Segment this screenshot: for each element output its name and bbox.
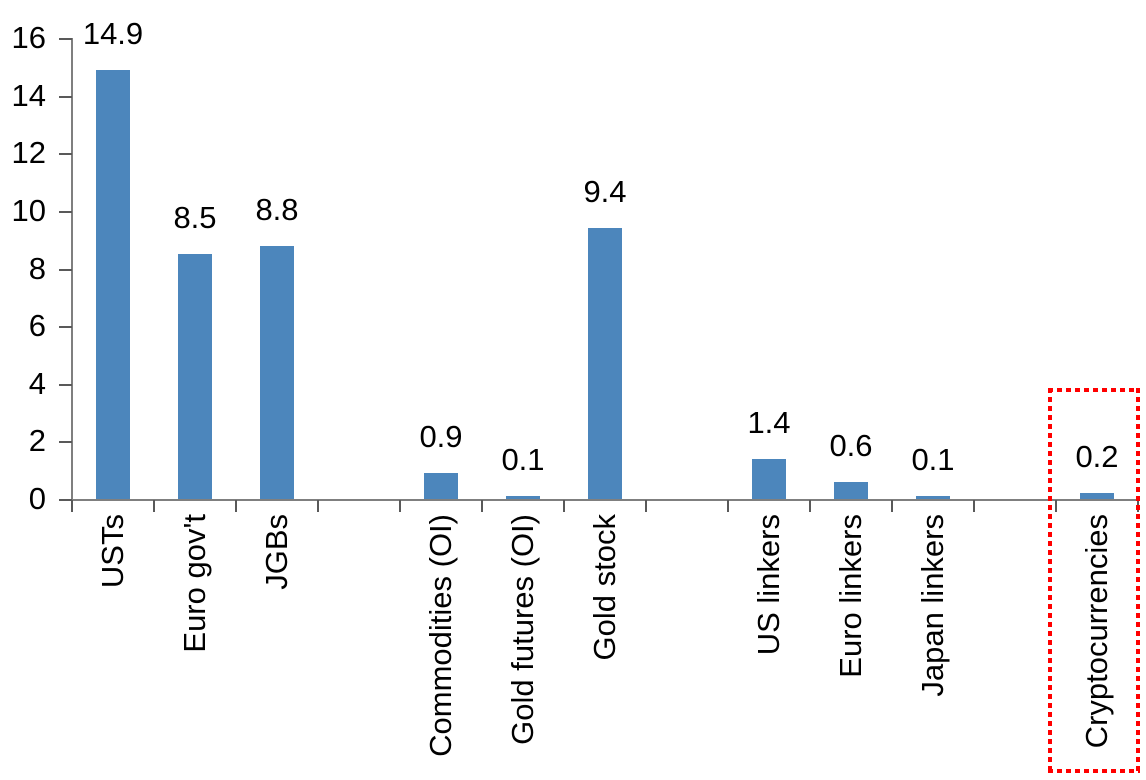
y-axis-tick-label: 16 bbox=[11, 20, 46, 56]
x-axis-tick bbox=[563, 500, 565, 512]
highlight-box bbox=[1048, 388, 1140, 773]
bar-value-label: 9.4 bbox=[583, 174, 627, 210]
y-axis-line bbox=[71, 38, 73, 500]
bar-value-label: 0.1 bbox=[501, 442, 545, 478]
x-axis-tick bbox=[645, 500, 647, 512]
bar bbox=[506, 496, 540, 499]
bar bbox=[96, 69, 130, 499]
x-axis-category-label: US linkers bbox=[751, 514, 786, 656]
bar-value-label: 14.9 bbox=[82, 15, 144, 51]
bar bbox=[260, 245, 294, 499]
y-axis-tick-label: 14 bbox=[11, 77, 46, 113]
y-axis-tick bbox=[59, 499, 72, 501]
x-axis-category-label: Euro linkers bbox=[833, 514, 868, 678]
x-axis-category-label: Japan linkers bbox=[915, 514, 950, 697]
bar bbox=[752, 458, 786, 499]
x-axis-tick bbox=[153, 500, 155, 512]
y-axis-tick bbox=[59, 153, 72, 156]
x-axis-tick bbox=[727, 500, 729, 512]
x-axis-category-label: Gold futures (OI) bbox=[505, 514, 540, 745]
bar bbox=[834, 481, 868, 499]
y-axis-tick bbox=[59, 326, 72, 329]
x-axis-tick bbox=[235, 500, 237, 512]
y-axis-tick bbox=[59, 441, 72, 444]
y-axis-tick-label: 12 bbox=[11, 135, 46, 171]
y-axis-tick bbox=[59, 211, 72, 213]
y-axis-tick bbox=[59, 38, 72, 41]
y-axis-tick-label: 10 bbox=[11, 193, 46, 228]
bar-value-label: 8.8 bbox=[255, 191, 299, 227]
bar bbox=[178, 254, 212, 499]
y-axis-tick bbox=[59, 383, 72, 386]
x-axis-tick bbox=[481, 500, 483, 512]
bar-value-label: 0.9 bbox=[419, 419, 463, 455]
x-axis-tick bbox=[317, 500, 319, 512]
bar-value-label: 0.1 bbox=[911, 442, 955, 478]
bar-value-label: 8.5 bbox=[173, 200, 217, 236]
y-axis-tick-label: 8 bbox=[28, 250, 46, 286]
x-axis-tick bbox=[891, 500, 893, 512]
x-axis-tick bbox=[973, 500, 975, 512]
y-axis-tick-label: 2 bbox=[28, 423, 46, 459]
y-axis-tick-label: 4 bbox=[28, 365, 46, 401]
bar-value-label: 0.6 bbox=[829, 427, 873, 463]
x-axis-tick bbox=[809, 500, 811, 512]
bar bbox=[424, 473, 458, 499]
x-axis-category-label: USTs bbox=[95, 514, 130, 589]
x-axis-category-label: Commodities (OI) bbox=[423, 514, 458, 757]
x-axis-category-label: JGBs bbox=[259, 514, 294, 590]
y-axis-tick bbox=[59, 268, 72, 271]
bar-value-label: 1.4 bbox=[747, 404, 791, 440]
y-axis-tick bbox=[59, 95, 72, 98]
x-axis-category-label: Gold stock bbox=[587, 514, 622, 661]
x-axis-category-label: Euro gov't bbox=[177, 514, 212, 653]
x-axis-tick bbox=[399, 500, 401, 512]
y-axis-tick-label: 6 bbox=[28, 308, 46, 344]
x-axis-tick bbox=[71, 500, 73, 512]
bar bbox=[916, 496, 950, 499]
x-axis-line bbox=[72, 499, 1140, 501]
y-axis-tick-label: 0 bbox=[28, 481, 46, 516]
bar bbox=[588, 228, 622, 499]
